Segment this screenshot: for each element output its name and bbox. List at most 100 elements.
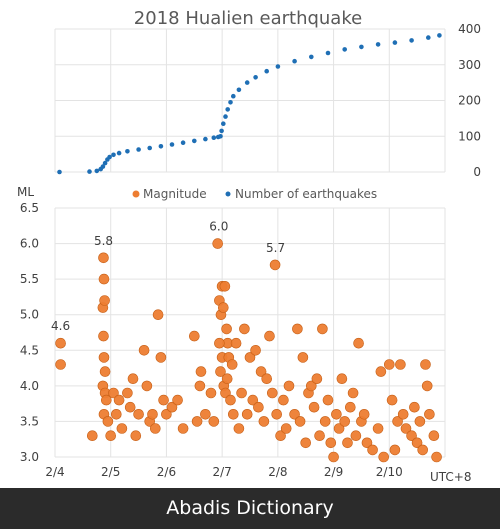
count-point (231, 93, 236, 99)
count-point (236, 87, 242, 93)
magnitude-point (111, 408, 122, 420)
magnitude-point (101, 394, 112, 406)
magnitude-point (269, 259, 281, 271)
bottom-y-tick-label: 3.5 (20, 414, 39, 428)
magnitude-point (166, 401, 178, 413)
magnitude-point (397, 408, 409, 420)
count-point (192, 138, 197, 144)
chart-title: 2018 Hualien earthquake (134, 8, 362, 29)
count-point (426, 35, 431, 40)
magnitude-point (122, 387, 133, 399)
magnitude-point (266, 387, 278, 399)
y-axis-label: ML (17, 185, 34, 199)
magnitude-point (420, 359, 431, 370)
count-point (211, 135, 217, 140)
magnitude-point (350, 430, 362, 442)
magnitude-point (161, 408, 172, 420)
top-panel-y-tick-labels: 0 100 200 300 400 (458, 22, 481, 179)
bottom-y-tick-label: 5.0 (20, 308, 39, 322)
count-point (244, 80, 250, 85)
magnitude-point (230, 337, 242, 349)
count-point (325, 50, 331, 56)
legend-count-marker (225, 191, 231, 197)
magnitude-point (239, 323, 250, 335)
magnitude-point (130, 430, 142, 442)
magnitude-point (414, 416, 426, 427)
peak-label: 6.0 (209, 220, 228, 234)
count-point (342, 47, 348, 52)
magnitude-point (344, 401, 356, 413)
magnitude-point (158, 394, 169, 406)
magnitude-point (99, 295, 110, 306)
magnitude-point (87, 430, 98, 442)
count-point (375, 42, 381, 47)
magnitude-point (319, 416, 331, 427)
magnitude-point (283, 380, 295, 392)
magnitude-point (98, 252, 109, 264)
count-point (87, 169, 92, 174)
x-tick-label: 2/5 (101, 465, 120, 479)
legend: Magnitude Number of earthquakes (132, 187, 377, 201)
magnitude-point (172, 394, 183, 406)
magnitude-point (212, 238, 223, 249)
bottom-y-tick-label: 3.0 (20, 450, 39, 464)
magnitude-point (241, 408, 253, 420)
legend-magnitude-label: Magnitude (143, 187, 207, 201)
count-point (228, 100, 233, 105)
magnitude-point (155, 352, 167, 363)
magnitude-point (339, 416, 351, 427)
magnitude-point (208, 416, 220, 427)
magnitude-point (431, 451, 442, 463)
magnitude-point (255, 366, 267, 377)
magnitude-point (233, 423, 245, 434)
x-tick-label: 2/10 (376, 465, 403, 479)
count-point (225, 107, 230, 112)
magnitude-point (108, 387, 119, 399)
magnitude-point (244, 352, 256, 363)
magnitude-point (194, 380, 206, 392)
magnitude-point (195, 366, 207, 377)
x-tick-label: 2/6 (157, 465, 176, 479)
magnitude-point (400, 423, 412, 434)
magnitude-point (226, 359, 238, 370)
magnitude-point (127, 373, 139, 385)
peak-magnitude-labels: 4.6 5.8 6.0 5.7 (51, 220, 285, 334)
magnitude-point (228, 408, 239, 420)
magnitude-point (98, 273, 110, 285)
count-point (147, 145, 152, 151)
bottom-y-tick-label: 6.0 (20, 237, 39, 251)
magnitude-point (317, 323, 328, 335)
x-tick-label: 2/8 (268, 465, 287, 479)
earthquake-count-series (57, 33, 442, 175)
bottom-y-tick-label: 6.5 (20, 201, 39, 215)
peak-label: 4.6 (51, 319, 70, 333)
magnitude-point (372, 423, 384, 434)
magnitude-point (311, 373, 323, 385)
magnitude-point (389, 444, 401, 456)
count-point (94, 168, 100, 174)
magnitude-point (328, 451, 339, 463)
magnitude-point (225, 394, 236, 406)
magnitude-point (297, 352, 309, 363)
bottom-panel-y-tick-labels: 3.0 3.5 4.0 4.5 5.0 5.5 6.0 6.5 (20, 201, 39, 464)
bottom-y-tick-label: 5.5 (20, 272, 39, 286)
magnitude-point (378, 451, 390, 463)
magnitude-point (247, 394, 259, 406)
magnitude-point (331, 408, 342, 420)
magnitude-point (261, 373, 273, 385)
count-point (125, 149, 130, 154)
magnitude-point (150, 423, 161, 434)
footer-banner: Abadis Dictionary (0, 488, 500, 529)
magnitude-point (116, 423, 128, 434)
magnitude-point (333, 423, 345, 434)
magnitude-point (322, 394, 334, 406)
count-point (437, 33, 442, 38)
magnitude-point (308, 401, 320, 413)
magnitude-point (395, 359, 406, 370)
magnitude-point (275, 430, 286, 442)
magnitude-point (55, 359, 66, 370)
magnitude-point (342, 437, 353, 449)
magnitude-series (55, 238, 442, 463)
magnitude-point (105, 430, 116, 442)
